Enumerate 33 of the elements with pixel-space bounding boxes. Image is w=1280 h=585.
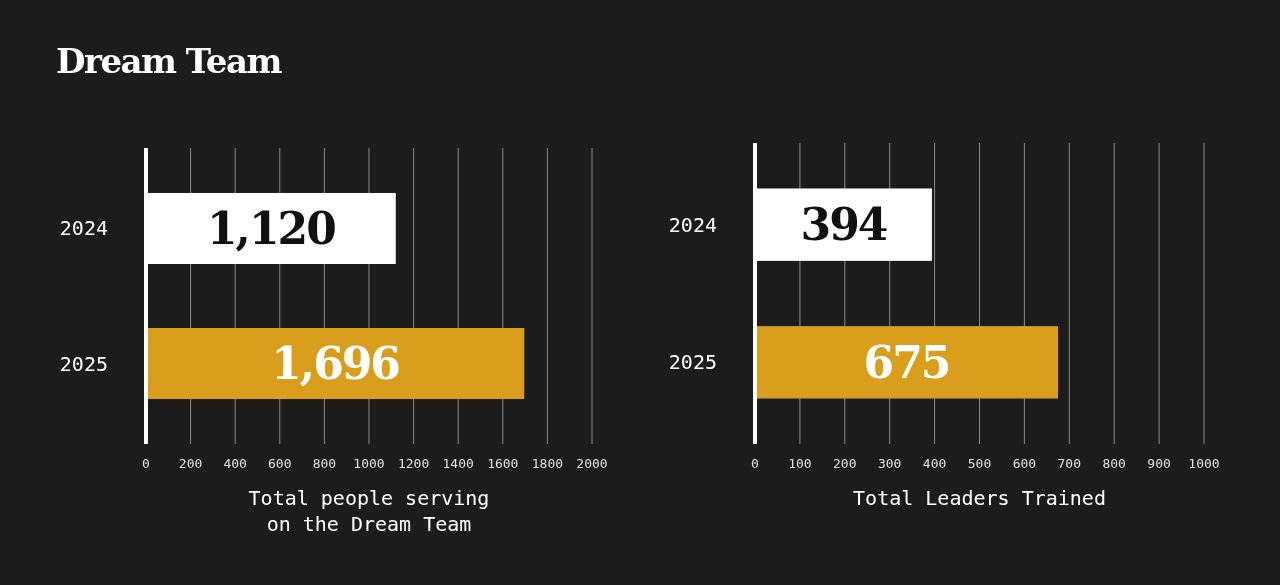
data-label: 1,120 [206, 202, 336, 254]
x-tick-label: 1000 [1188, 456, 1220, 471]
x-tick-label: 100 [788, 456, 812, 471]
y-tick-label: 2025 [668, 350, 717, 375]
y-tick-label: 2025 [59, 351, 108, 376]
x-tick-label: 1000 [353, 456, 385, 471]
x-tick-label: 1800 [531, 456, 564, 471]
x-tick-label: 1200 [397, 456, 430, 471]
data-label: 1,696 [271, 337, 400, 389]
x-tick-label: 600 [268, 456, 292, 471]
x-tick-label: 300 [877, 456, 902, 471]
x-tick-label: 1600 [487, 456, 519, 471]
x-tick-label: 1400 [442, 456, 474, 471]
x-tick-label: 400 [223, 456, 247, 471]
x-tick-label: 0 [751, 456, 759, 471]
x-tick-label: 500 [967, 456, 992, 471]
x-tick-label: 0 [142, 456, 150, 471]
x-tick-label: 200 [833, 456, 857, 471]
x-tick-label: 700 [1057, 456, 1082, 471]
data-label: 394 [800, 199, 887, 251]
y-tick-label: 2024 [59, 216, 108, 241]
x-tick-label: 400 [922, 456, 947, 471]
x-tick-label: 900 [1147, 456, 1171, 471]
y-tick-label: 2024 [668, 212, 717, 237]
x-tick-label: 800 [1102, 456, 1126, 471]
chart-title: Dream Team [56, 41, 283, 81]
x-tick-label: 600 [1012, 456, 1037, 471]
x-axis-title: Total people serving on the Dream Team [248, 486, 490, 536]
x-axis-title: Total Leaders Trained [853, 486, 1106, 510]
data-label: 675 [863, 336, 950, 388]
x-tick-label: 2000 [576, 456, 608, 471]
x-tick-label: 200 [178, 456, 203, 471]
x-tick-label: 800 [312, 456, 337, 471]
